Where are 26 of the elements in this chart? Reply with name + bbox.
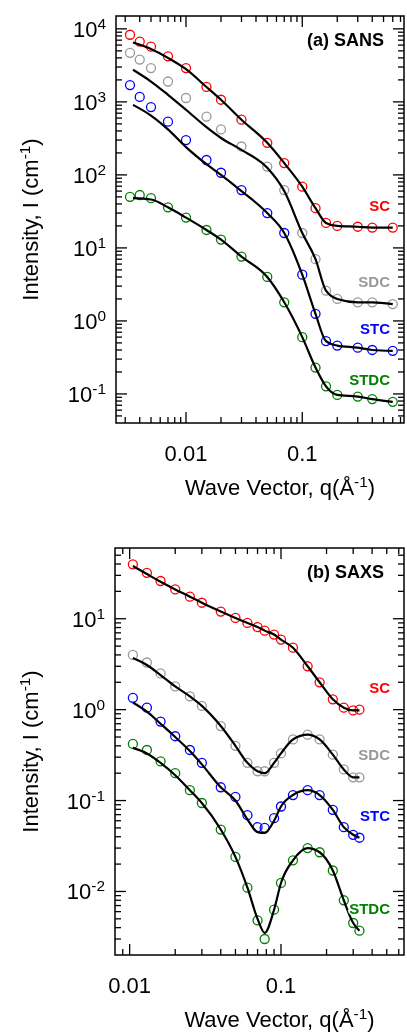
series-label: SDC [358,746,391,764]
text: (a) SANS [306,30,384,50]
text: (b) SAXS [306,562,384,582]
series-label: STDC [349,370,391,388]
x-tick-label: 0.01 [164,441,208,466]
series-label: STC [360,806,391,824]
y-tick-label: 10$^{1}$ [71,604,105,632]
x-tick-label: 0.1 [265,973,297,998]
x-axis-title: Wave Vector, q(Å$^{-1}$) [184,1004,375,1032]
y-tick-label: 10$^{1}$ [72,233,106,261]
y-tick-label: 10$^{-1}$ [66,786,105,814]
y-tick-label: 10$^{-1}$ [67,379,106,407]
y-tick-label: 10$^{-2}$ [66,876,105,905]
x-tick-label: 0.01 [108,973,152,998]
y-tick-label: 10$^{3}$ [72,87,106,115]
series-label: SDC [358,273,391,291]
series-label: SC [369,678,391,696]
y-tick-label: 10$^{4}$ [72,14,107,42]
x-tick-label: 0.1 [286,441,318,466]
series-label: STC [360,319,391,337]
y-tick-label: 10$^{0}$ [72,306,106,334]
y-tick-label: 10$^{0}$ [71,695,105,723]
series-label: STDC [349,899,391,917]
series-label: SC [369,196,391,214]
x-axis-title: Wave Vector, q(Å$^{-1}$) [184,472,376,500]
y-tick-label: 10$^{2}$ [72,160,106,188]
